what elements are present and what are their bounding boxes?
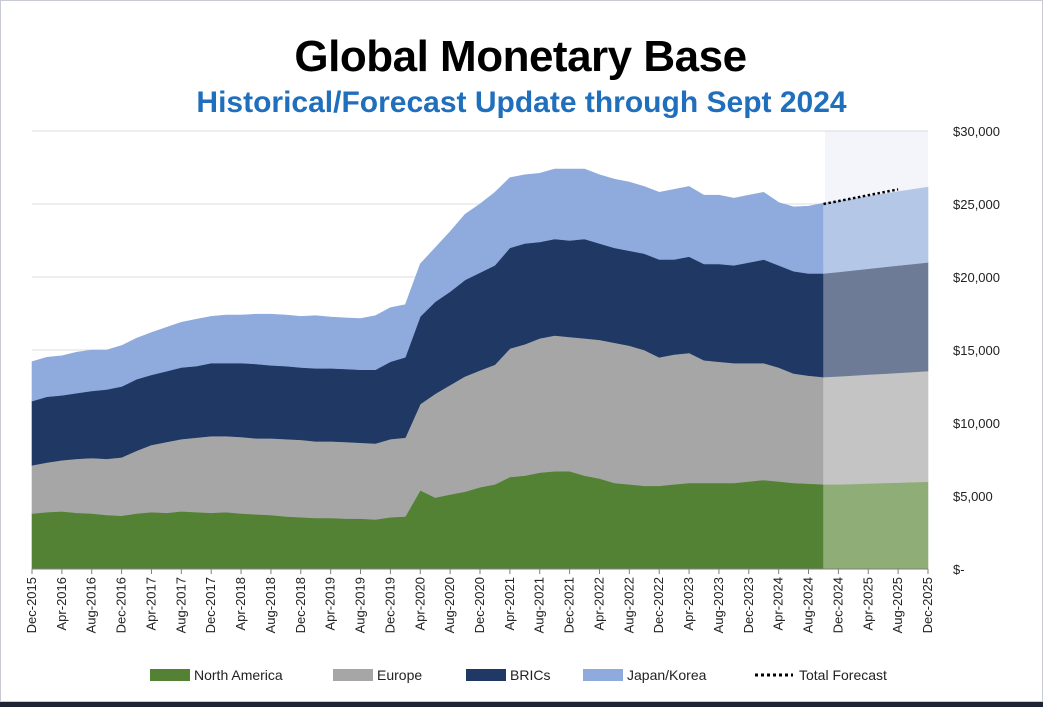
x-tick-label: Aug-2020: [442, 577, 457, 633]
x-tick-label: Apr-2017: [143, 577, 158, 630]
x-tick-label: Dec-2023: [741, 577, 756, 633]
legend-label-total-forecast: Total Forecast: [799, 667, 887, 683]
x-tick-label: Aug-2017: [173, 577, 188, 633]
area-north-america-forecast: [823, 481, 929, 570]
chart-title: Global Monetary Base: [294, 32, 747, 81]
legend-swatch-japan-korea: [583, 669, 623, 681]
legend-label-brics: BRICs: [510, 667, 550, 683]
x-tick-label: Aug-2021: [532, 577, 547, 633]
x-tick-label: Dec-2018: [293, 577, 308, 633]
area-europe-forecast: [823, 370, 929, 485]
x-tick-label: Dec-2022: [651, 577, 666, 633]
x-tick-label: Aug-2022: [621, 577, 636, 633]
x-tick-label: Dec-2020: [472, 577, 487, 633]
x-tick-label: Apr-2016: [54, 577, 69, 630]
x-tick-label: Apr-2018: [233, 577, 248, 630]
y-tick-label: $-: [953, 562, 965, 577]
x-tick-label: Dec-2016: [114, 577, 129, 633]
y-tick-label: $15,000: [953, 343, 1000, 358]
area-brics-forecast: [823, 261, 929, 378]
x-tick-label: Apr-2020: [412, 577, 427, 630]
legend-swatch-brics: [466, 669, 506, 681]
y-tick-label: $5,000: [953, 489, 993, 504]
legend-label-europe: Europe: [377, 667, 422, 683]
x-tick-label: Dec-2024: [830, 577, 845, 633]
x-tick-label: Aug-2018: [263, 577, 278, 633]
x-axis: Dec-2015 Apr-2016 Aug-2016 Dec-2016 Apr-2017…: [24, 568, 935, 633]
x-tick-label: Dec-2015: [24, 577, 39, 633]
x-tick-label: Aug-2019: [353, 577, 368, 633]
y-tick-label: $30,000: [953, 124, 1000, 139]
x-tick-label: Aug-2025: [890, 577, 905, 633]
x-tick-label: Apr-2023: [681, 577, 696, 630]
chart-subtitle: Historical/Forecast Update through Sept …: [196, 86, 847, 119]
x-tick-label: Aug-2023: [711, 577, 726, 633]
legend-label-japan-korea: Japan/Korea: [627, 667, 707, 683]
y-tick-label: $20,000: [953, 270, 1000, 285]
x-tick-label: Apr-2024: [771, 577, 786, 630]
y-axis: $- $5,000 $10,000 $15,000 $20,000 $25,000 $30,…: [953, 124, 1000, 577]
legend-label-north-america: North America: [194, 667, 283, 683]
x-tick-label: Dec-2017: [203, 577, 218, 633]
legend-swatch-europe: [333, 669, 373, 681]
stacked-areas: [31, 168, 929, 570]
x-tick-label: Apr-2022: [591, 577, 606, 630]
x-tick-label: Apr-2025: [860, 577, 875, 630]
legend: North America Europe BRICs Japan/Korea Total…: [150, 667, 887, 683]
y-tick-label: $25,000: [953, 197, 1000, 212]
x-tick-label: Dec-2025: [920, 577, 935, 633]
x-tick-label: Apr-2021: [502, 577, 517, 630]
x-tick-label: Dec-2021: [562, 577, 577, 633]
x-tick-label: Dec-2019: [382, 577, 397, 633]
x-tick-label: Aug-2024: [801, 577, 816, 633]
x-tick-label: Apr-2019: [323, 577, 338, 630]
y-tick-label: $10,000: [953, 416, 1000, 431]
x-tick-label: Aug-2016: [84, 577, 99, 633]
legend-swatch-north-america: [150, 669, 190, 681]
